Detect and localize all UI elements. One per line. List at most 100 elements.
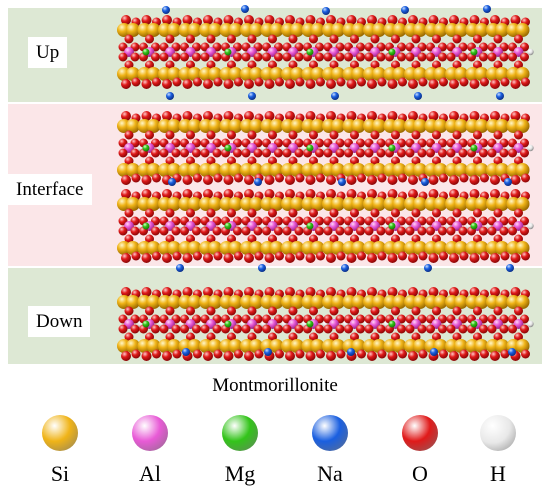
si-atom <box>290 197 304 211</box>
o-atom <box>223 175 234 185</box>
si-atom <box>167 339 181 353</box>
si-atom <box>351 241 366 255</box>
mg-atom <box>224 320 232 328</box>
si-atom <box>392 163 407 177</box>
o-atom <box>212 148 222 158</box>
o-atom <box>213 173 223 183</box>
si-atom <box>351 119 366 133</box>
o-atom <box>200 52 210 62</box>
o-atom <box>438 324 447 334</box>
o-atom <box>171 226 181 236</box>
si-atom <box>351 339 366 353</box>
si-atom <box>454 197 468 211</box>
o-atom <box>262 226 271 236</box>
o-atom <box>428 175 439 185</box>
o-atom <box>480 251 489 261</box>
o-atom <box>449 287 459 297</box>
si-atom <box>474 163 489 177</box>
o-atom <box>350 130 359 140</box>
o-atom <box>262 324 271 334</box>
si-atom <box>515 67 530 81</box>
o-atom <box>398 173 407 183</box>
o-atom <box>285 351 295 361</box>
o-atom <box>438 226 447 236</box>
o-atom <box>487 52 497 62</box>
na-atom <box>248 92 256 100</box>
o-atom <box>118 226 128 236</box>
mg-atom <box>224 48 232 56</box>
si-atom <box>310 197 325 211</box>
si-atom <box>269 119 284 133</box>
o-atom <box>469 287 480 297</box>
o-atom <box>295 77 305 87</box>
o-atom <box>346 15 357 25</box>
na-atom <box>338 178 346 186</box>
o-atom <box>294 52 304 62</box>
o-atom <box>449 15 459 25</box>
o-atom <box>182 189 193 199</box>
o-atom <box>172 77 182 87</box>
interface-label: Interface <box>8 174 92 205</box>
o-atom <box>479 324 488 334</box>
o-atom <box>408 253 418 263</box>
o-atom <box>426 324 435 334</box>
o-atom <box>145 306 154 316</box>
o-atom <box>367 189 377 199</box>
o-atom <box>449 253 459 263</box>
o-atom <box>479 148 488 158</box>
si-atom <box>351 23 366 37</box>
legend-symbol: Si <box>50 461 70 486</box>
o-atom <box>490 175 500 185</box>
si-atom <box>433 163 448 177</box>
o-atom <box>315 148 324 158</box>
si-atom <box>310 241 325 255</box>
o-atom <box>145 130 154 140</box>
o-atom <box>203 189 213 199</box>
o-atom <box>244 111 254 121</box>
o-atom <box>432 34 441 44</box>
o-atom <box>449 189 459 199</box>
o-atom <box>288 130 298 140</box>
o-atom <box>508 226 517 236</box>
mg-atom <box>388 222 396 230</box>
si-atom <box>187 67 202 81</box>
o-atom <box>469 15 480 25</box>
o-atom <box>121 253 131 263</box>
o-atom <box>426 148 435 158</box>
si-atom <box>269 163 284 177</box>
o-atom <box>274 148 283 158</box>
o-atom <box>417 324 427 334</box>
si-atom <box>495 339 509 353</box>
si-atom <box>167 241 181 255</box>
o-atom <box>432 208 441 218</box>
o-atom <box>182 253 193 263</box>
o-atom <box>182 175 193 185</box>
o-atom <box>480 173 489 183</box>
si-atom <box>290 23 304 37</box>
o-atom <box>357 173 366 183</box>
o-atom <box>244 175 254 185</box>
o-atom <box>344 52 353 62</box>
si-atom <box>454 241 468 255</box>
o-atom <box>309 306 318 316</box>
o-atom <box>387 15 398 25</box>
o-atom <box>449 351 459 361</box>
o-atom <box>285 189 295 199</box>
si-atom <box>290 241 304 255</box>
o-atom <box>391 34 400 44</box>
o-atom <box>439 251 448 261</box>
o-atom <box>408 189 418 199</box>
o-atom <box>131 251 141 261</box>
o-atom <box>124 34 134 44</box>
o-atom <box>397 226 406 236</box>
o-atom <box>387 351 398 361</box>
si-atom <box>515 23 530 37</box>
si-atom <box>474 339 489 353</box>
si-atom <box>433 197 448 211</box>
si-atom <box>351 295 366 309</box>
si-atom <box>392 119 407 133</box>
o-atom <box>350 34 359 44</box>
o-atom <box>171 148 181 158</box>
o-atom <box>223 189 234 199</box>
o-atom <box>285 79 295 89</box>
